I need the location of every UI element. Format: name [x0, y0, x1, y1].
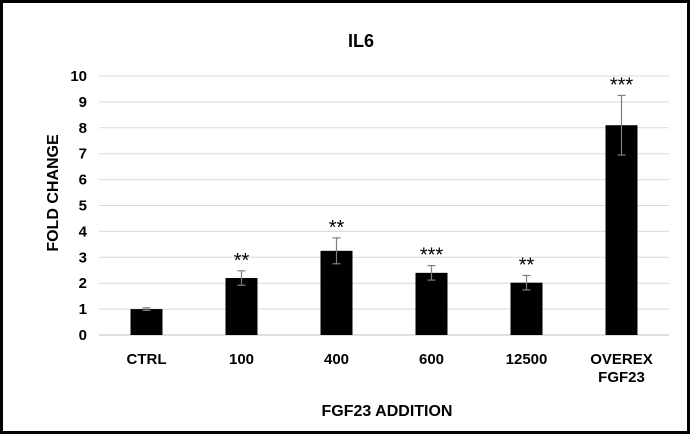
bar — [320, 250, 353, 335]
y-tick-label: 9 — [79, 94, 87, 111]
y-axis-title: FOLD CHANGE — [45, 134, 62, 252]
significance-marker: ** — [329, 217, 345, 239]
x-tick-label: 100 — [229, 351, 254, 368]
significance-markers: ******* ***** — [234, 74, 634, 276]
x-tick-label: 400 — [324, 351, 349, 368]
error-bar — [522, 274, 531, 291]
y-tick-label: 3 — [79, 249, 87, 266]
y-tick-label: 5 — [79, 198, 87, 215]
bars — [130, 125, 638, 336]
significance-marker: ** — [234, 250, 250, 272]
error-bars — [142, 94, 626, 311]
error-bar — [237, 270, 246, 286]
y-tick-label: 6 — [79, 172, 87, 189]
gridlines — [99, 75, 669, 336]
x-tick-label: OVEREX — [590, 351, 653, 368]
x-tick-label: CTRL — [127, 351, 167, 368]
y-tick-label: 1 — [79, 301, 87, 318]
bar — [605, 125, 638, 336]
bar — [510, 282, 543, 335]
error-bar — [617, 94, 626, 156]
bar — [415, 272, 448, 335]
chart-title: IL6 — [348, 31, 374, 51]
x-axis-title: FGF23 ADDITION — [322, 403, 453, 420]
y-tick-label: 7 — [79, 146, 87, 163]
y-tick-label: 4 — [79, 223, 88, 240]
significance-marker: ** — [519, 254, 535, 276]
y-tick-label: 8 — [79, 120, 87, 137]
bar — [130, 309, 163, 335]
y-axis-ticks: 0 1 2 3 4 5 6 7 8 9 10 — [70, 68, 87, 344]
bar — [225, 278, 258, 335]
significance-marker: *** — [420, 245, 444, 267]
error-bar — [142, 307, 151, 311]
x-tick-label: 600 — [419, 351, 444, 368]
x-tick-label: FGF23 — [598, 369, 645, 386]
x-tick-label: 12500 — [506, 351, 548, 368]
significance-marker: *** — [610, 74, 634, 96]
error-bar — [427, 264, 436, 281]
y-tick-label: 10 — [70, 68, 87, 85]
y-tick-label: 2 — [79, 275, 87, 292]
error-bar — [332, 237, 341, 265]
y-tick-label: 0 — [79, 327, 87, 344]
